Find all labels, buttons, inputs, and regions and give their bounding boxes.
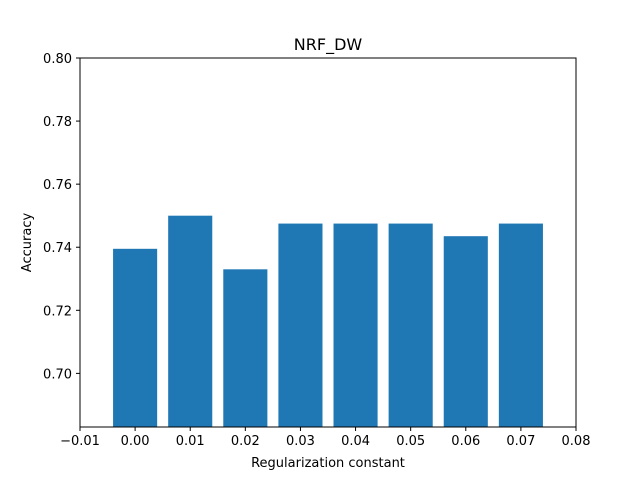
chart-title: NRF_DW (294, 35, 363, 55)
bars-group (113, 215, 543, 427)
x-axis-label: Regularization constant (251, 456, 405, 471)
x-tick-label: 0.05 (396, 434, 425, 449)
x-tick-label: 0.01 (176, 434, 205, 449)
y-tick-label: 0.78 (43, 115, 72, 130)
bar (443, 236, 488, 427)
bar (223, 269, 268, 427)
y-ticks: 0.70 0.72 0.74 0.76 0.78 0.80 (43, 52, 80, 382)
bar (168, 215, 213, 427)
y-tick-label: 0.74 (43, 241, 72, 256)
bar (388, 223, 433, 427)
bar (498, 223, 543, 427)
x-tick-label: 0.04 (341, 434, 370, 449)
bar (113, 248, 158, 427)
x-tick-label: 0.06 (451, 434, 480, 449)
bar (333, 223, 378, 427)
x-tick-label: 0.08 (562, 434, 591, 449)
x-tick-label: 0.02 (231, 434, 260, 449)
plot-frame (79, 57, 577, 428)
y-axis-label: Accuracy (20, 213, 35, 273)
x-ticks: −0.01 0.00 0.01 0.02 0.03 0.04 0.05 0.06 0.07 0.0… (60, 427, 590, 449)
y-tick-label: 0.72 (43, 304, 72, 319)
x-tick-label: −0.01 (60, 434, 100, 449)
bar (278, 223, 323, 427)
y-tick-label: 0.80 (43, 52, 72, 67)
x-tick-label: 0.00 (121, 434, 150, 449)
x-tick-label: 0.03 (286, 434, 315, 449)
x-tick-label: 0.07 (506, 434, 535, 449)
y-tick-label: 0.76 (43, 178, 72, 193)
y-tick-label: 0.70 (43, 367, 72, 382)
